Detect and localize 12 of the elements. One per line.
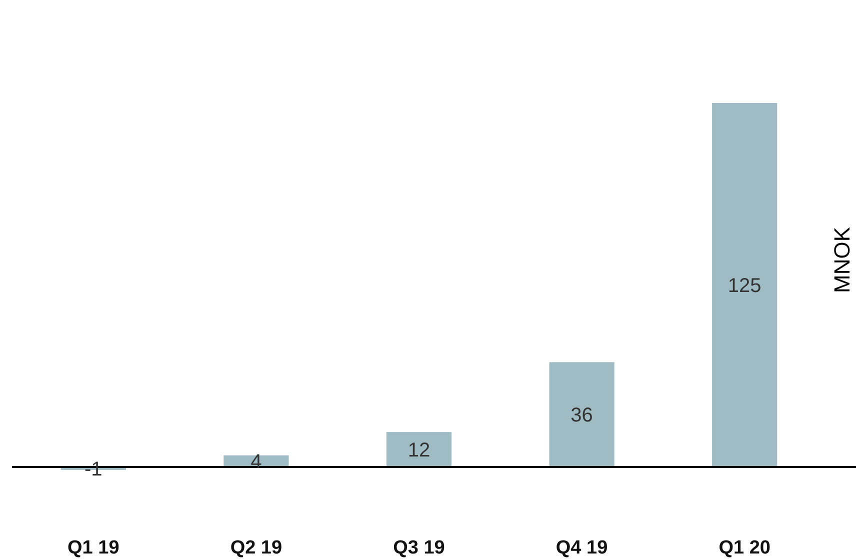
bar <box>712 103 778 467</box>
bar <box>386 432 452 467</box>
data-label: 12 <box>408 440 430 462</box>
data-label: 36 <box>570 404 593 427</box>
x-tick-label: Q1 19 <box>68 538 120 559</box>
x-tick-label: Q4 19 <box>556 538 608 559</box>
x-tick-label: Q1 20 <box>718 538 770 559</box>
x-tick-label: Q2 19 <box>230 538 282 559</box>
x-tick-label: Q3 19 <box>393 538 445 559</box>
bar <box>549 362 614 467</box>
data-label: 125 <box>728 275 762 297</box>
y-axis-title: MNOK <box>830 226 855 293</box>
